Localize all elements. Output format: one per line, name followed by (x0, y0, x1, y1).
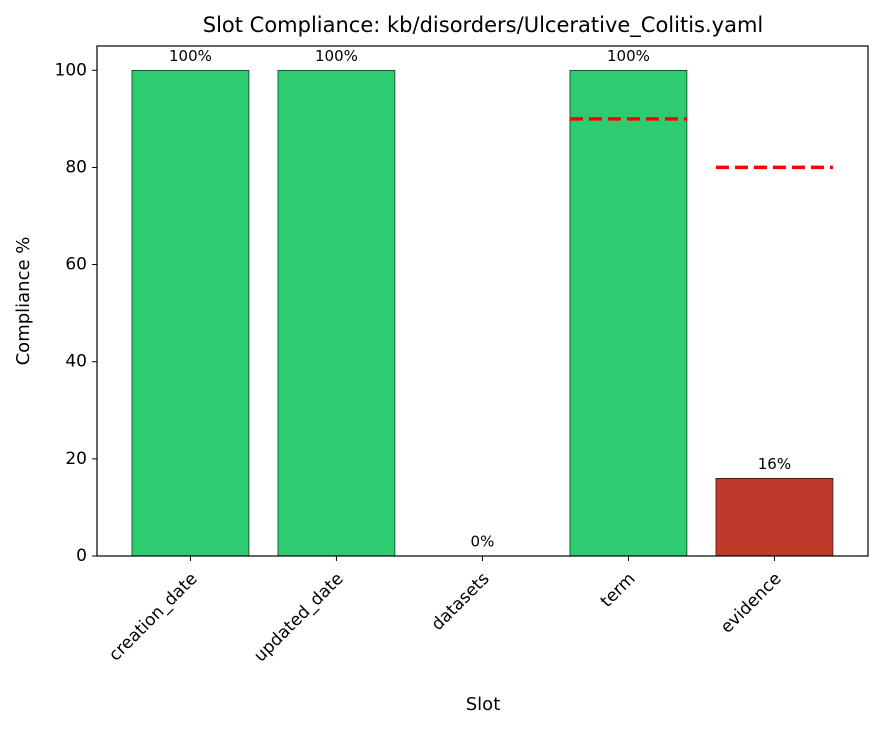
x-tick-label: evidence (717, 569, 786, 638)
y-tick-label: 40 (65, 352, 87, 372)
x-tick-label: creation_date (105, 569, 201, 665)
x-tick-label: term (597, 569, 640, 612)
y-tick-label: 0 (76, 546, 87, 566)
value-label: 100% (607, 47, 650, 65)
x-axis-label: Slot (466, 694, 501, 715)
bar (715, 477, 834, 557)
plot-frame (96, 45, 869, 557)
bar (131, 69, 250, 557)
value-label: 100% (169, 47, 212, 65)
value-label: 100% (315, 47, 358, 65)
y-tick-label: 100 (55, 60, 87, 80)
bar (569, 69, 688, 557)
x-tick-label: datasets (428, 569, 494, 635)
y-axis-label: Compliance % (13, 237, 34, 366)
y-tick-label: 80 (65, 157, 87, 177)
value-label: 0% (471, 533, 495, 551)
value-label: 16% (758, 455, 791, 473)
y-tick-label: 20 (65, 449, 87, 469)
chart-title: Slot Compliance: kb/disorders/Ulcerative… (203, 13, 764, 38)
y-tick-label: 60 (65, 255, 87, 275)
x-tick-label: updated_date (250, 569, 347, 666)
bar (277, 69, 396, 557)
